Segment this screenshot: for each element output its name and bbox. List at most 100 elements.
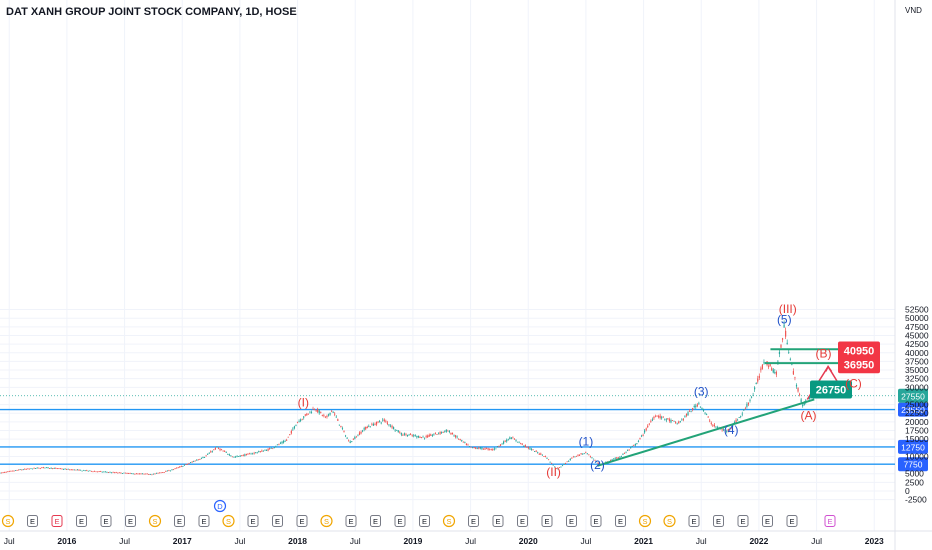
candle-body — [721, 429, 723, 431]
candle-body — [468, 446, 471, 447]
candle-body — [453, 435, 455, 437]
candle-body — [478, 447, 480, 449]
candle-body — [501, 443, 503, 445]
event-marker — [148, 514, 162, 528]
candle-body — [420, 437, 423, 438]
candle-body — [476, 448, 478, 450]
candle-body — [611, 459, 613, 461]
candle-body — [489, 448, 491, 450]
target-box — [838, 341, 880, 360]
candle-body — [789, 358, 791, 360]
candle-body — [769, 363, 771, 367]
candle-body — [537, 452, 539, 454]
x-tick-label: Jul — [696, 536, 707, 546]
candle-body — [332, 411, 334, 413]
candle-body — [647, 425, 649, 428]
candle-body — [442, 431, 444, 433]
candle-body — [391, 425, 393, 428]
candle-body — [475, 447, 477, 449]
support-lines[interactable] — [0, 395, 895, 465]
candle-body — [341, 428, 344, 429]
event-marker-label: E — [299, 517, 304, 526]
candle-body — [117, 472, 119, 474]
x-tick-label: Jul — [119, 536, 130, 546]
candle-body — [518, 441, 520, 443]
wave-label: (B) — [815, 346, 831, 360]
event-marker-label: S — [642, 517, 647, 526]
candle-body — [275, 446, 277, 448]
candle-body — [98, 471, 100, 473]
x-tick-label: Jul — [350, 536, 361, 546]
event-marker-label: E — [348, 517, 353, 526]
candle-body — [95, 471, 97, 473]
candle-body — [244, 454, 246, 456]
candle-body — [357, 434, 359, 436]
candle-body — [28, 468, 31, 470]
candle-body — [174, 468, 176, 470]
candle-body — [259, 451, 261, 453]
event-marker-label: E — [250, 517, 255, 526]
candle-body — [112, 471, 114, 473]
candle-body — [729, 428, 731, 430]
candle-body — [346, 437, 348, 439]
candle-body — [763, 362, 765, 364]
y-tick-label: 50000 — [905, 313, 929, 323]
candle-body — [667, 418, 669, 419]
time-axis[interactable]: Jul 2016 Jul 2017 Jul 2018 Jul 2019 Jul 2020 Jul 20… — [4, 536, 884, 546]
candle-body — [380, 422, 382, 424]
candle-body — [738, 416, 740, 418]
candle-body — [56, 468, 58, 470]
event-markers[interactable]: S E E E E E S E E S E E E S E E E E S E E E E E E E S S E E E E E E D — [1, 499, 836, 528]
candle-body — [375, 421, 378, 425]
event-marker-label: E — [789, 517, 794, 526]
candle-body — [120, 472, 122, 474]
candle-body — [675, 422, 677, 423]
candle-body — [690, 411, 692, 413]
candle-body — [588, 454, 590, 456]
candle-body — [255, 452, 257, 454]
candle-body — [448, 430, 450, 433]
y-tick-label: 42500 — [905, 339, 929, 349]
candle-body — [33, 467, 35, 469]
candle-body — [89, 470, 91, 472]
event-marker — [247, 515, 259, 527]
x-tick-label: 2017 — [173, 536, 192, 546]
price-axis[interactable]: VND 235501275077502755052500500004750045… — [898, 6, 929, 505]
candle-body — [563, 463, 565, 465]
event-marker — [320, 514, 333, 528]
candle-body — [772, 369, 774, 373]
candle-body — [78, 469, 80, 471]
candle-body — [81, 470, 83, 472]
candle-body — [795, 384, 798, 387]
candle-body — [210, 451, 212, 453]
candle-body — [543, 456, 545, 457]
candle-body — [441, 432, 443, 433]
event-marker-label: S — [667, 517, 672, 526]
candle-body — [653, 417, 655, 419]
candle-body — [300, 419, 302, 421]
drawings[interactable]: 40950 36950 26750 — [597, 341, 880, 467]
candle-body — [551, 462, 553, 464]
candle-body — [760, 368, 762, 371]
candle-body — [445, 429, 447, 432]
candle-body — [55, 468, 57, 469]
wave-label: (3) — [694, 384, 709, 398]
candle-body — [417, 435, 419, 438]
candle-body — [293, 426, 296, 429]
candle-body — [183, 464, 186, 466]
event-marker-label: E — [373, 517, 378, 526]
candle-body — [785, 330, 787, 337]
candle-body — [320, 411, 322, 413]
candle-body — [253, 452, 255, 454]
candle-body — [651, 419, 653, 421]
candle-body — [530, 448, 533, 450]
target-box — [838, 355, 880, 374]
candle-body — [433, 434, 435, 436]
event-marker-label: E — [103, 517, 108, 526]
candle-body — [709, 420, 711, 422]
candle-body — [622, 453, 624, 455]
candle-body — [547, 459, 550, 461]
x-tick-label: Jul — [465, 536, 476, 546]
